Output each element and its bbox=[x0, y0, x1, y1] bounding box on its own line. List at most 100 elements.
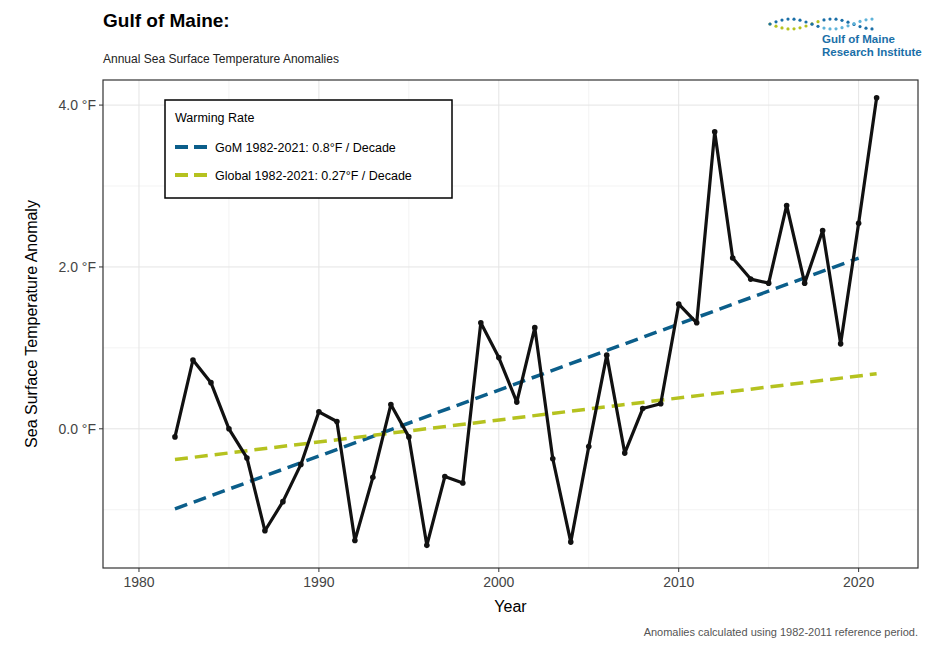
data-point bbox=[496, 355, 502, 361]
legend-swatch bbox=[175, 145, 207, 149]
legend-label: GoM 1982-2021: 0.8°F / Decade bbox=[215, 141, 396, 155]
data-point bbox=[406, 434, 412, 440]
grid-line bbox=[498, 80, 499, 568]
logo-dot bbox=[822, 18, 825, 21]
data-point bbox=[640, 406, 646, 412]
minor-grid-line bbox=[103, 347, 918, 348]
logo-dot bbox=[852, 22, 855, 25]
logo-text: Research Institute bbox=[822, 46, 922, 58]
logo-dot bbox=[804, 20, 807, 23]
logo-dot bbox=[780, 18, 783, 21]
data-point bbox=[388, 402, 394, 408]
grid-line bbox=[138, 80, 139, 568]
data-point bbox=[622, 450, 628, 456]
logo-dot bbox=[792, 18, 795, 21]
logo-dot bbox=[768, 22, 771, 25]
data-point bbox=[568, 539, 574, 545]
logo-text: Gulf of Maine bbox=[822, 33, 895, 45]
tick-label: 4.0 °F bbox=[58, 97, 96, 113]
subtitle: Annual Sea Surface Temperature Anomalies bbox=[103, 52, 339, 66]
y-axis-label: Sea Surface Temperature Anomaly bbox=[23, 200, 40, 448]
logo-dot bbox=[834, 18, 837, 21]
data-point bbox=[676, 301, 682, 307]
data-point bbox=[532, 325, 538, 331]
tick-label: 1980 bbox=[123, 574, 154, 590]
logo-dot bbox=[840, 19, 843, 22]
plot-area bbox=[103, 80, 918, 568]
data-point bbox=[586, 444, 592, 450]
logo-dot bbox=[828, 17, 831, 20]
logo-dot bbox=[816, 25, 819, 28]
data-point bbox=[802, 280, 808, 286]
legend-title: Warming Rate bbox=[175, 111, 254, 125]
tick-label: 2020 bbox=[843, 574, 874, 590]
grid-line bbox=[103, 428, 918, 429]
x-axis-label: Year bbox=[494, 598, 527, 615]
data-point bbox=[424, 543, 430, 549]
minor-grid-line bbox=[768, 80, 769, 568]
logo-dot bbox=[822, 26, 825, 29]
data-point bbox=[280, 499, 286, 505]
logo-dot bbox=[786, 18, 789, 21]
data-point bbox=[712, 129, 718, 135]
logo-dot bbox=[810, 22, 813, 25]
legend-label: Global 1982-2021: 0.27°F / Decade bbox=[215, 169, 412, 183]
data-point bbox=[370, 475, 376, 481]
title: Gulf of Maine: bbox=[103, 10, 230, 31]
logo-dot bbox=[804, 24, 807, 27]
logo-dot bbox=[798, 26, 801, 29]
chart: Gulf of Maine: Annual Sea Surface Tempera… bbox=[0, 0, 944, 656]
data-point bbox=[658, 401, 664, 407]
plot-frame bbox=[103, 80, 918, 568]
data-point bbox=[838, 341, 844, 347]
data-point bbox=[226, 426, 232, 432]
legend-swatch bbox=[175, 173, 207, 177]
data-point bbox=[514, 399, 520, 405]
logo: Gulf of MaineResearch Institute bbox=[768, 17, 921, 58]
data-point bbox=[820, 228, 826, 234]
data-point bbox=[208, 380, 214, 386]
grid-line bbox=[858, 80, 859, 568]
data-point bbox=[316, 409, 322, 415]
data-point bbox=[784, 203, 790, 209]
minor-grid-line bbox=[588, 80, 589, 568]
logo-dot bbox=[768, 22, 771, 25]
logo-dot bbox=[786, 27, 789, 30]
logo-dot bbox=[774, 20, 777, 23]
data-point bbox=[298, 462, 304, 468]
logo-dot bbox=[852, 23, 855, 26]
logo-dot bbox=[858, 20, 861, 23]
data-point bbox=[694, 320, 700, 326]
logo-dot bbox=[798, 19, 801, 22]
logo-dot bbox=[846, 24, 849, 27]
grid bbox=[103, 80, 918, 568]
logo-dot bbox=[816, 20, 819, 23]
minor-grid-line bbox=[103, 509, 918, 510]
note: Anomalies calculated using 1982-2011 ref… bbox=[644, 626, 918, 638]
data-point bbox=[172, 434, 178, 440]
data-point bbox=[442, 474, 448, 480]
data-point bbox=[550, 456, 556, 462]
data-point bbox=[478, 320, 484, 326]
data-point bbox=[856, 220, 862, 226]
data-point bbox=[352, 538, 358, 544]
logo-dot bbox=[870, 17, 873, 20]
logo-dot bbox=[774, 25, 777, 28]
logo-dot bbox=[810, 23, 813, 26]
logo-dot bbox=[840, 26, 843, 29]
data-point bbox=[190, 357, 196, 363]
data-point bbox=[262, 528, 268, 534]
logo-dot bbox=[780, 26, 783, 29]
trend-line bbox=[175, 374, 877, 460]
data-point bbox=[874, 95, 880, 101]
logo-dot bbox=[870, 27, 873, 30]
background bbox=[0, 0, 944, 656]
data-point bbox=[460, 480, 466, 486]
tick-label: 2.0 °F bbox=[58, 259, 96, 275]
data-point bbox=[244, 455, 250, 461]
legend-box bbox=[165, 100, 452, 198]
tick-label: 1990 bbox=[303, 574, 334, 590]
logo-dot bbox=[792, 27, 795, 30]
data-point bbox=[748, 276, 754, 282]
data-point bbox=[334, 419, 340, 425]
